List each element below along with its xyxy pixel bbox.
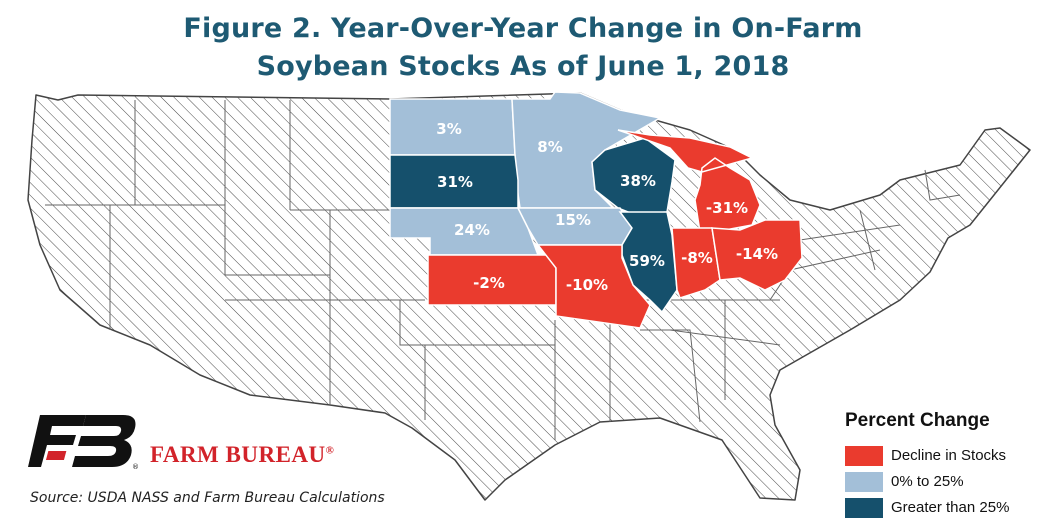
brand-mark: ® [325,444,335,457]
legend: Percent Change Decline in Stocks 0% to 2… [845,410,1009,522]
legend-swatch-high-increase [845,497,883,518]
legend-item-low-increase: 0% to 25% [845,470,1009,493]
label-ia: 15% [555,211,591,229]
figure-title: Figure 2. Year-Over-Year Change in On-Fa… [0,10,1046,86]
label-ks: -2% [473,274,505,292]
label-il: 59% [629,252,665,270]
label-wi: 38% [620,172,656,190]
legend-item-decline: Decline in Stocks [845,444,1009,467]
legend-item-high-increase: Greater than 25% [845,496,1009,519]
title-line-1: Figure 2. Year-Over-Year Change in On-Fa… [183,13,863,44]
title-line-2: Soybean Stocks As of June 1, 2018 [256,51,790,82]
state-sd [389,154,519,209]
label-ne: 24% [454,221,490,239]
label-nd: 3% [436,120,461,138]
reporting-states [389,91,803,329]
legend-label-high-increase: Greater than 25% [891,499,1010,516]
label-oh: -14% [736,245,778,263]
svg-text:®: ® [132,463,139,470]
label-mn: 8% [537,138,562,156]
legend-title: Percent Change [845,410,990,431]
legend-swatch-decline [845,445,883,466]
label-mo: -10% [566,276,608,294]
legend-swatch-low-increase [845,471,883,492]
legend-label-low-increase: 0% to 25% [891,473,964,490]
state-mo [536,244,651,329]
source-note: Source: USDA NASS and Farm Bureau Calcul… [30,490,385,506]
brand-text: FARM BUREAU [150,442,326,467]
label-sd: 31% [437,173,473,191]
farm-bureau-logo-icon: ® [28,415,139,470]
legend-label-decline: Decline in Stocks [891,447,1007,464]
state-oh [711,219,803,291]
brand-name: FARM BUREAU® [150,442,334,468]
state-borders [45,100,961,440]
label-in: -8% [681,249,713,267]
label-mi: -31% [706,199,748,217]
state-value-labels: 3% 8% 31% 38% -31% 24% 15% 59% -8% -14% … [436,120,778,294]
state-il [618,211,678,314]
